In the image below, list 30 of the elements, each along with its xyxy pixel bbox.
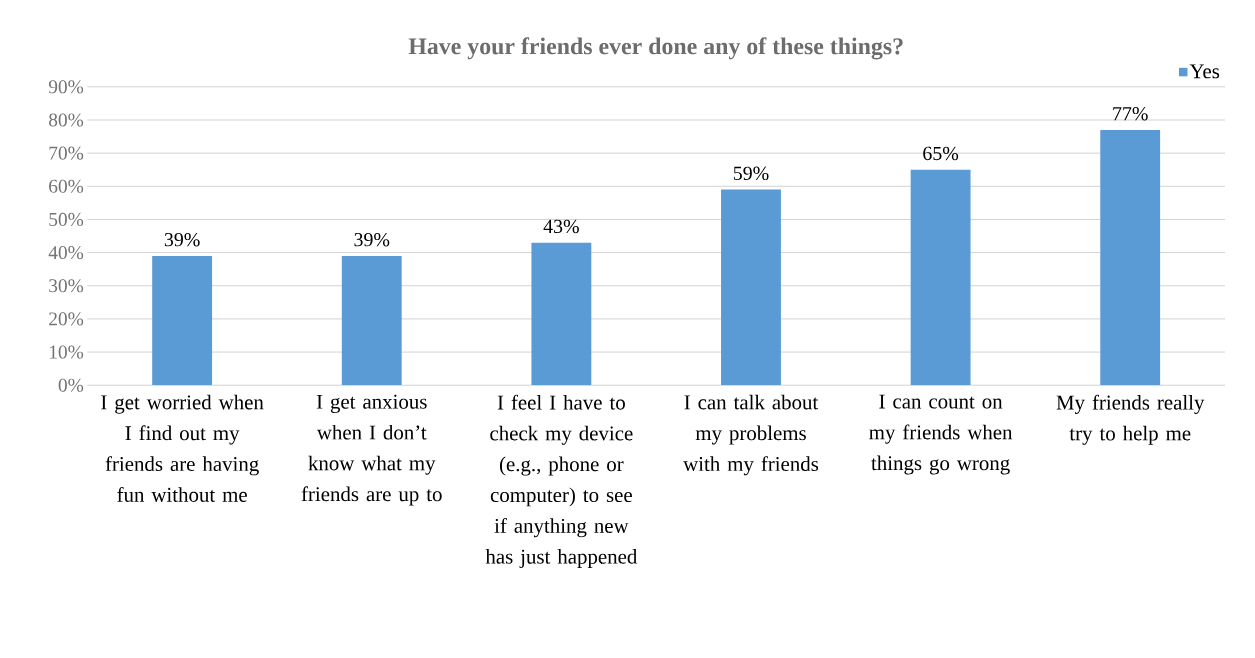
data-label: 39%: [164, 233, 200, 247]
y-tick-label: 90%: [48, 80, 84, 94]
data-label: 65%: [923, 146, 959, 161]
y-tick-label: 50%: [49, 213, 84, 227]
bar: [152, 256, 213, 386]
data-label: 39%: [354, 233, 390, 247]
y-tick-label: 20%: [49, 312, 84, 326]
x-tick-label: I can talk about my problems with my friends: [683, 394, 819, 476]
legend-label: Yes: [1189, 64, 1220, 79]
y-tick-label: 60%: [49, 179, 84, 194]
y-tick-label: 10%: [49, 345, 84, 359]
y-tick-label: 0%: [58, 378, 84, 392]
bar: [1100, 130, 1161, 386]
x-tick-label: I feel I have to check my device (e.g., phone or computer) to see if anything new has just happened: [485, 394, 638, 569]
bar: [341, 256, 402, 386]
y-tick-label: 40%: [48, 246, 84, 260]
x-tick-label: I get worried when I find out my friends are having fun without me: [101, 394, 264, 503]
data-label: 77%: [1113, 107, 1148, 121]
data-label: 59%: [733, 166, 769, 181]
bar: [721, 189, 781, 386]
chart-title: Have your friends ever done any of these things?: [408, 37, 903, 60]
x-tick-label: I get anxious when I don’t know what my friends are up to: [301, 394, 442, 506]
y-tick-label: 30%: [49, 279, 84, 293]
data-label: 43%: [543, 219, 579, 234]
y-tick-label: 80%: [49, 113, 84, 127]
bar: [910, 169, 971, 386]
x-tick-label: I can count on my friends when things go wrong: [869, 394, 1013, 475]
bar: [531, 242, 592, 386]
y-tick-label: 70%: [49, 146, 84, 160]
x-tick-label: My friends really try to help me: [1056, 394, 1205, 445]
